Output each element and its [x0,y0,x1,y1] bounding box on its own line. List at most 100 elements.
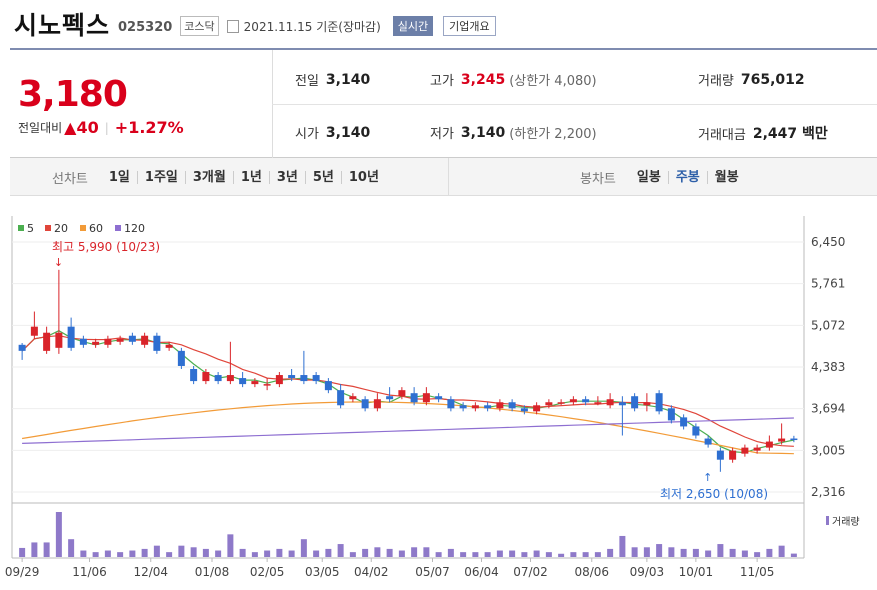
x-tick-label: 09/29 [5,565,40,579]
candle-body [43,332,51,351]
realtime-button[interactable]: 실시간 [392,16,434,36]
legend-swatch-5 [18,225,24,231]
candle-body [398,390,406,397]
volume-bar [692,548,699,557]
candle-body [30,326,38,336]
candle-tab-0[interactable]: 일봉 [636,170,661,185]
volume-bar [264,550,271,557]
divider [272,104,877,105]
volume-bar [778,545,785,557]
candle-body [226,375,234,382]
line-tab-3[interactable]: 1년 [232,171,269,184]
candle-body [569,399,577,403]
line-tab-4[interactable]: 3년 [268,171,305,184]
candle-tab-1[interactable]: 주봉 [667,171,707,184]
x-tick-label: 08/06 [574,565,609,579]
candle-body [778,438,786,442]
x-tick-label: 11/05 [740,565,775,579]
candle-body [631,396,639,409]
stock-code: 025320 [118,19,173,35]
prev-close-label: 전일 [295,74,319,89]
volume-bar [313,550,320,557]
company-overview-dropdown[interactable]: 기업개요 [443,16,496,36]
candle-body [116,338,124,342]
line-tab-5[interactable]: 5년 [304,171,341,184]
line-tab-1[interactable]: 1주일 [136,171,185,184]
volume-bar [411,547,418,557]
candle-body [643,402,651,406]
volume-bar [558,553,565,557]
line-tab-2[interactable]: 3개월 [184,171,233,184]
volume-bar [766,548,773,557]
candle-body [251,381,259,385]
volume-bar [386,548,393,557]
volume-bar [117,552,124,557]
volume-bar [19,547,26,557]
y-tick-label: 4,383 [811,360,845,374]
x-tick-label: 12/04 [133,565,168,579]
legend-label-60: 60 [89,222,103,235]
candle-body [582,399,590,403]
candle-body [533,405,541,412]
x-tick-label: 02/05 [250,565,285,579]
ma-line-60 [22,401,794,455]
candle-body [288,375,296,379]
line-tab-6[interactable]: 10년 [340,171,386,184]
volume-bar [141,548,148,557]
candle-tab-2[interactable]: 월봉 [706,171,746,184]
legend-label-5: 5 [27,222,34,235]
candle-body [337,390,345,406]
calendar-icon [226,19,239,33]
volume-bar [92,552,99,557]
amount-value: 2,447 백만 [752,126,828,142]
volume-bar [472,552,479,557]
chart-period-tabs: 선차트 1일 1주일 3개월 1년 3년 5년 10년 봉차트 일봉 주봉 월봉 [10,158,877,196]
candle-body [594,402,602,404]
volume-bar [362,548,369,557]
volume-bar [447,548,454,557]
candle-body [165,344,173,348]
candle-body [67,326,75,348]
volume-bar [153,545,160,557]
volume-bar [460,552,467,557]
volume-bar [484,552,491,557]
volume-bar [215,550,222,557]
volume-bar [570,552,577,557]
volume-bar [178,545,185,557]
line-tab-0[interactable]: 1일 [108,170,130,185]
min-arrow-icon: ↑ [703,471,712,484]
candle-body [214,375,222,382]
volume-bar [607,548,614,557]
candle-body [386,396,394,400]
volume-bar [435,552,442,557]
x-tick-label: 07/02 [513,565,548,579]
x-tick-label: 05/07 [415,565,450,579]
line-chart-title: 선차트 [52,172,88,187]
low-value: 3,140 [460,124,506,141]
open-value: 3,140 [325,124,371,141]
volume-bar [80,550,87,557]
candle-body [55,332,63,348]
volume-bar [790,553,797,557]
low-label: 저가 [430,127,454,142]
x-tick-label: 09/03 [630,565,665,579]
legend-swatch-60 [80,225,86,231]
volume-bar [68,539,75,557]
volume-bar [325,548,332,557]
stock-header: 시노펙스 025320 코스닥 2021.11.15 기준(장마감) 실시간 기… [0,0,877,48]
volume-bar [398,550,405,557]
candle-body [177,350,185,366]
trade-amount: 거래대금 2,447 백만 [698,123,828,143]
change-percent: +1.27% [114,118,184,137]
volume-bar [166,552,173,557]
volume-bar [680,548,687,557]
volume-swatch [826,516,829,525]
candle-body [447,399,455,409]
volume-bar [239,548,246,557]
candle-body [275,375,283,385]
volume-bar [374,547,381,557]
legend-label-20: 20 [54,222,68,235]
open-price: 시가 3,140 [295,123,371,143]
candle-body [92,341,100,345]
volume-bar [300,539,307,557]
